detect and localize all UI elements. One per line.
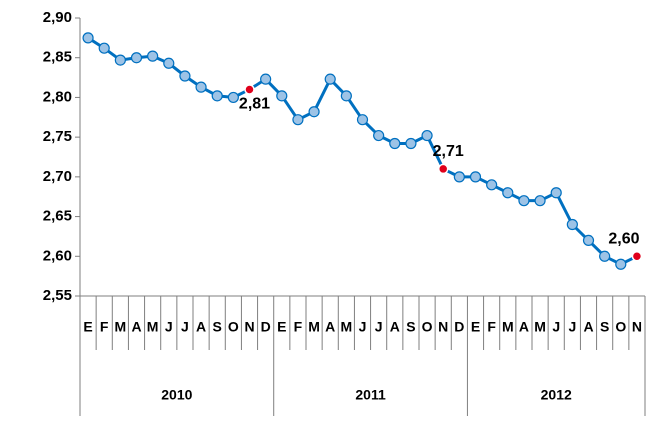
data-point [227, 91, 239, 104]
x-tick-label: F [100, 319, 109, 335]
x-tick-label: E [277, 319, 286, 335]
x-tick-label: N [244, 319, 254, 335]
group-label: 2012 [541, 387, 572, 403]
group-label: 2011 [355, 387, 386, 403]
x-tick-label: M [341, 319, 353, 335]
x-tick-label: S [406, 319, 415, 335]
x-tick-label: O [422, 319, 433, 335]
x-tick-label: M [534, 319, 546, 335]
data-point [114, 54, 126, 66]
data-point [453, 171, 465, 183]
data-point [276, 90, 288, 102]
data-point [566, 218, 578, 231]
x-tick-label: J [552, 319, 560, 335]
x-tick-label: A [519, 319, 529, 335]
y-tick-label: 2,55 [43, 287, 72, 304]
data-point [389, 137, 401, 150]
x-tick-label: A [390, 319, 400, 335]
y-tick-label: 2,75 [43, 128, 72, 145]
x-tick-label: N [632, 319, 642, 335]
y-tick-label: 2,60 [43, 247, 72, 264]
data-point [421, 129, 433, 142]
data-point [405, 137, 417, 150]
y-tick-label: 2,70 [43, 168, 72, 185]
x-tick-label: S [600, 319, 609, 335]
x-tick-label: F [487, 319, 496, 335]
x-tick-label: M [147, 319, 159, 335]
data-point [437, 163, 449, 175]
y-tick-label: 2,80 [43, 88, 72, 105]
x-tick-label: E [83, 319, 92, 335]
data-point [324, 73, 336, 85]
x-tick-label: A [583, 319, 593, 335]
x-tick-label: E [471, 319, 480, 335]
data-point [211, 90, 223, 102]
x-tick-label: J [181, 319, 189, 335]
y-tick-label: 2,90 [43, 9, 72, 26]
x-tick-label: A [196, 319, 206, 335]
x-tick-label: D [261, 319, 271, 335]
data-point [534, 195, 546, 207]
x-tick-label: J [359, 319, 367, 335]
data-point [469, 171, 482, 183]
y-tick-label: 2,85 [43, 49, 72, 66]
data-point [130, 52, 143, 64]
data-point [179, 70, 191, 82]
x-tick-label: S [213, 319, 222, 335]
data-point [615, 258, 627, 270]
data-point [550, 187, 562, 199]
x-tick-label: N [438, 319, 448, 335]
data-point [292, 114, 304, 126]
x-tick-label: M [502, 319, 514, 335]
data-point [373, 129, 385, 142]
x-tick-label: M [308, 319, 320, 335]
data-point [518, 195, 530, 207]
y-tick-label: 2,65 [43, 208, 72, 225]
x-tick-label: J [165, 319, 173, 335]
x-tick-label: O [228, 319, 239, 335]
data-point [163, 57, 175, 69]
data-point [195, 81, 207, 93]
x-tick-label: D [454, 319, 464, 335]
x-tick-label: A [325, 319, 335, 335]
series-line [87, 36, 638, 266]
data-point [260, 73, 272, 85]
data-point [356, 114, 369, 126]
x-tick-label: J [375, 319, 383, 335]
data-point [582, 234, 595, 246]
group-label: 2010 [161, 387, 192, 403]
x-tick-label: M [115, 319, 127, 335]
data-point [631, 251, 643, 262]
data-label: 2,71 [433, 143, 464, 160]
x-tick-label: J [568, 319, 576, 335]
data-label: 2,81 [239, 96, 270, 113]
x-tick-label: F [294, 319, 303, 335]
data-point [82, 32, 94, 44]
data-point [244, 84, 255, 95]
x-tick-label: A [131, 319, 141, 335]
data-point [486, 179, 498, 191]
data-point [502, 187, 514, 199]
data-point [308, 106, 320, 118]
data-label: 2,60 [608, 231, 639, 248]
data-point [340, 90, 352, 102]
x-tick-label: O [615, 319, 626, 335]
data-point [98, 42, 110, 54]
data-point [599, 250, 611, 262]
data-point [147, 50, 159, 62]
